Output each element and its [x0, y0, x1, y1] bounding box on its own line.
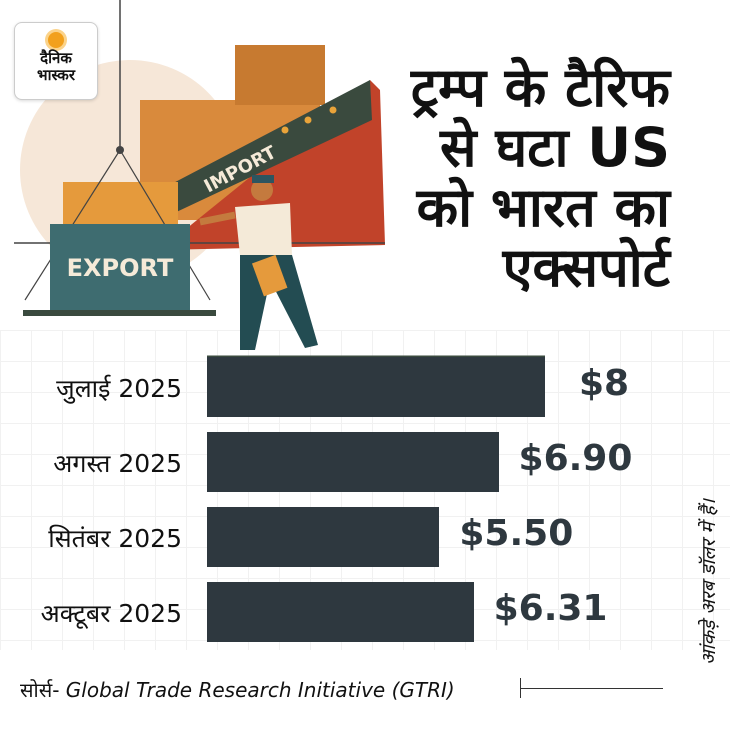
trade-illustration: IMPORT EXPORT	[14, 0, 545, 359]
logo-line2: भास्कर	[37, 66, 75, 84]
category-label: जुलाई 2025	[56, 374, 182, 403]
headline-line: एक्सपोर्ट	[502, 236, 670, 299]
bar	[207, 357, 545, 417]
svg-text:EXPORT: EXPORT	[67, 254, 174, 282]
logo-line1: दैनिक	[40, 49, 72, 67]
data-label: $6.31	[493, 588, 608, 629]
data-label: $8	[579, 363, 630, 404]
source-text: Global Trade Research Initiative (GTRI)	[65, 678, 455, 702]
headline-line: ट्रम्प के टैरिफ	[410, 56, 670, 119]
bar	[207, 432, 499, 492]
headline-line: से घटा US	[440, 116, 670, 179]
category-label: अक्टूबर 2025	[40, 599, 182, 628]
worker	[199, 175, 318, 350]
source-note: सोर्स- Global Trade Research Initiative …	[20, 676, 455, 703]
dainik-bhaskar-logo: दैनिक भास्कर	[14, 22, 98, 100]
headline: ट्रम्प के टैरिफ से घटा US को भारत का एक्…	[411, 58, 670, 298]
category-label: सितंबर 2025	[48, 524, 182, 553]
divider	[520, 688, 663, 689]
export-container: EXPORT	[23, 224, 216, 316]
sun-icon	[48, 32, 64, 48]
data-label: $6.90	[518, 438, 633, 479]
data-label: $5.50	[459, 513, 574, 554]
bar	[207, 582, 474, 642]
source-prefix: सोर्स-	[20, 678, 60, 702]
headline-line: को भारत का	[416, 176, 670, 239]
ship: IMPORT	[140, 45, 385, 250]
category-label: अगस्त 2025	[53, 449, 182, 478]
unit-note: आंकड़े अरब डॉलर में हैं।	[698, 499, 720, 665]
bar	[207, 507, 440, 567]
